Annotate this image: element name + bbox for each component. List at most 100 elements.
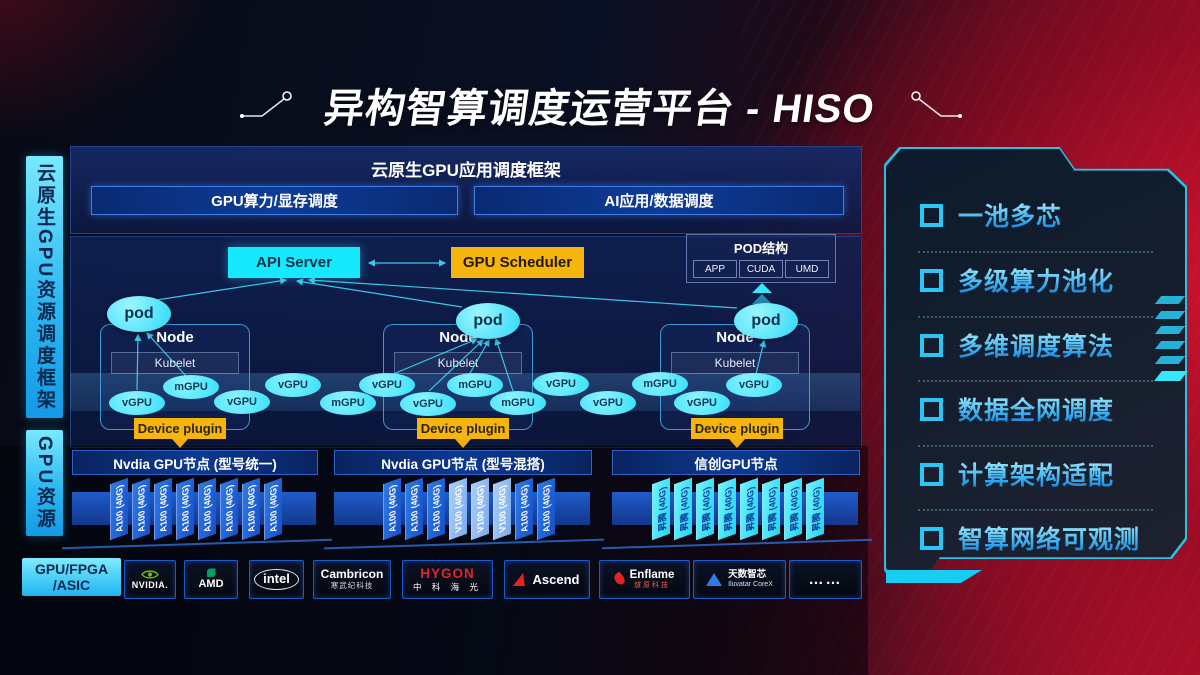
gpu-unit: vGPU [359, 373, 415, 397]
vendor-label: Ascend [532, 572, 580, 587]
vendor-sublabel: 中 科 海 光 [412, 581, 483, 592]
vendor-sublabel: 燧原科技 [634, 582, 670, 590]
bar-label: GPU算力/显存调度 [211, 193, 338, 210]
vendor-sublabel: Iluvatar CoreX [728, 581, 773, 589]
vendor-label: AMD [198, 578, 224, 591]
gpu-card: A100 (40G) [264, 477, 282, 541]
gpu-unit: mGPU [632, 372, 688, 396]
gpu-card: V100 (40G) [471, 477, 489, 541]
device-plugin-arrow-icon [729, 439, 745, 448]
gpu-unit: mGPU [490, 391, 546, 415]
vendor-hygon: HYGON 中 科 海 光 [402, 560, 493, 599]
gpu-scheduler-box: GPU Scheduler [451, 247, 584, 278]
panel-corner-accent [886, 570, 982, 583]
device-plugin-2: Device plugin [417, 418, 509, 439]
dashed-separator [918, 316, 1153, 318]
kubelet-bar: Kubelet [111, 352, 239, 374]
gpu-compute-scheduling-bar: GPU算力/显存调度 [91, 186, 458, 215]
feature-panel: 一池多芯 多级算力池化 多维调度算法 数据全网调度 计算架构适配 智算网络可观测 [884, 147, 1187, 583]
gpu-card: 昇腾 (40G) [740, 477, 758, 541]
gpu-card: A100 (40G) [515, 477, 533, 541]
iluvatar-logo-icon [706, 573, 723, 586]
gpu-card: A100 (40G) [405, 477, 423, 541]
square-bullet-icon [920, 397, 943, 421]
node-title: Node [156, 329, 194, 346]
gpu-unit: vGPU [580, 391, 636, 415]
dashed-separator [918, 445, 1153, 447]
gpu-unit: vGPU [674, 391, 730, 415]
intel-logo: intel [254, 569, 299, 590]
chip-line2: /ASIC [52, 577, 91, 593]
nvidia-logo-icon [141, 569, 159, 579]
feature-item-1: 一池多芯 [886, 193, 1185, 237]
gpu-unit: vGPU [533, 372, 589, 396]
feature-item-4: 数据全网调度 [886, 387, 1185, 431]
feature-item-2: 多级算力池化 [886, 258, 1185, 302]
pod-structure-box: POD结构 APP CUDA UMD [686, 234, 836, 283]
vendor-ascend: Ascend [504, 560, 590, 599]
device-plugin-arrow-icon [455, 439, 471, 448]
dashed-separator [918, 251, 1153, 253]
pod-structure-item-app: APP [693, 260, 737, 278]
gpu-card: A100 (40G) [537, 477, 555, 541]
feature-item-6: 智算网络可观测 [886, 516, 1185, 560]
pod-structure-title: POD结构 [733, 241, 789, 256]
gpu-card: 昇腾 (40G) [696, 477, 714, 541]
gpu-card: 昇腾 (40G) [652, 477, 670, 541]
feature-panel-background: 一池多芯 多级算力池化 多维调度算法 数据全网调度 计算架构适配 智算网络可观测 [886, 149, 1185, 581]
framework-panel-title: 云原生GPU应用调度框架 [371, 161, 561, 180]
gpu-unit: vGPU [214, 390, 270, 414]
dashed-separator [918, 380, 1153, 382]
gpu-card: 昇腾 (40G) [718, 477, 736, 541]
gpu-card: 昇腾 (40G) [674, 477, 692, 541]
pod-ellipse-2: pod [456, 303, 520, 339]
kubelet-bar: Kubelet [394, 352, 522, 374]
gpu-card: 昇腾 (40G) [784, 477, 802, 541]
api-server-box: API Server [228, 247, 360, 278]
gpu-card: A100 (40G) [242, 477, 260, 541]
vendor-label: 天数智芯 [728, 568, 767, 580]
kubelet-bar: Kubelet [671, 352, 799, 374]
gpu-unit: mGPU [447, 373, 503, 397]
sidebar-label-gpu-resources: GPU资源 [26, 430, 63, 536]
gpu-card: V100 (40G) [449, 477, 467, 541]
gpu-card: A100 (40G) [220, 477, 238, 541]
enflame-logo-icon [611, 571, 627, 587]
dashed-separator [918, 509, 1153, 511]
gpu-card: 昇腾 (40G) [762, 477, 780, 541]
vendor-label: Enflame [629, 568, 675, 581]
page-title: 异构智算调度运营平台 - HISO [321, 87, 878, 131]
gpu-unit: vGPU [265, 373, 321, 397]
gpu-unit: vGPU [726, 373, 782, 397]
gpu-unit: vGPU [109, 391, 165, 415]
amd-logo-icon [206, 568, 216, 578]
pod-ellipse-3: pod [734, 303, 798, 339]
square-bullet-icon [920, 333, 943, 357]
device-plugin-arrow-icon [172, 439, 188, 448]
gpu-row-label-1: Nvdia GPU节点 (型号统一) [72, 450, 318, 475]
device-plugin-1: Device plugin [134, 418, 226, 439]
title-circuit-decoration [240, 91, 962, 118]
pod-structure-item-cuda: CUDA [739, 260, 783, 278]
gpu-unit: mGPU [163, 375, 219, 399]
vendor-enflame: Enflame 燧原科技 [599, 560, 690, 599]
pod-ellipse-1: pod [107, 296, 171, 332]
vendor-label: Cambricon [320, 567, 384, 582]
vendor-cambricon: Cambricon 寒武纪科技 [313, 560, 391, 599]
feature-item-5: 计算架构适配 [886, 452, 1185, 496]
vendor-more: …… [789, 560, 862, 599]
sidebar-label-text: 云原生GPU资源调度框架 [34, 162, 55, 412]
gpu-card: V100 (40G) [493, 477, 511, 541]
gpu-row-label-2: Nvdia GPU节点 (型号混搭) [334, 450, 592, 475]
bar-label: AI应用/数据调度 [604, 193, 714, 210]
vendor-label: HYGON [420, 565, 475, 581]
framework-panel: 云原生GPU应用调度框架 GPU算力/显存调度 AI应用/数据调度 [70, 146, 862, 234]
gpu-row-label-3: 信创GPU节点 [612, 450, 860, 475]
gpu-card: A100 (40G) [176, 477, 194, 541]
vendor-sublabel: 寒武纪科技 [330, 581, 374, 591]
sidebar-chip-gpu-fpga-asic: GPU/FPGA /ASIC [22, 558, 121, 596]
gpu-card: A100 (40G) [383, 477, 401, 541]
gpu-card: A100 (40G) [154, 477, 172, 541]
gpu-card: A100 (40G) [427, 477, 445, 541]
square-bullet-icon [920, 462, 943, 486]
